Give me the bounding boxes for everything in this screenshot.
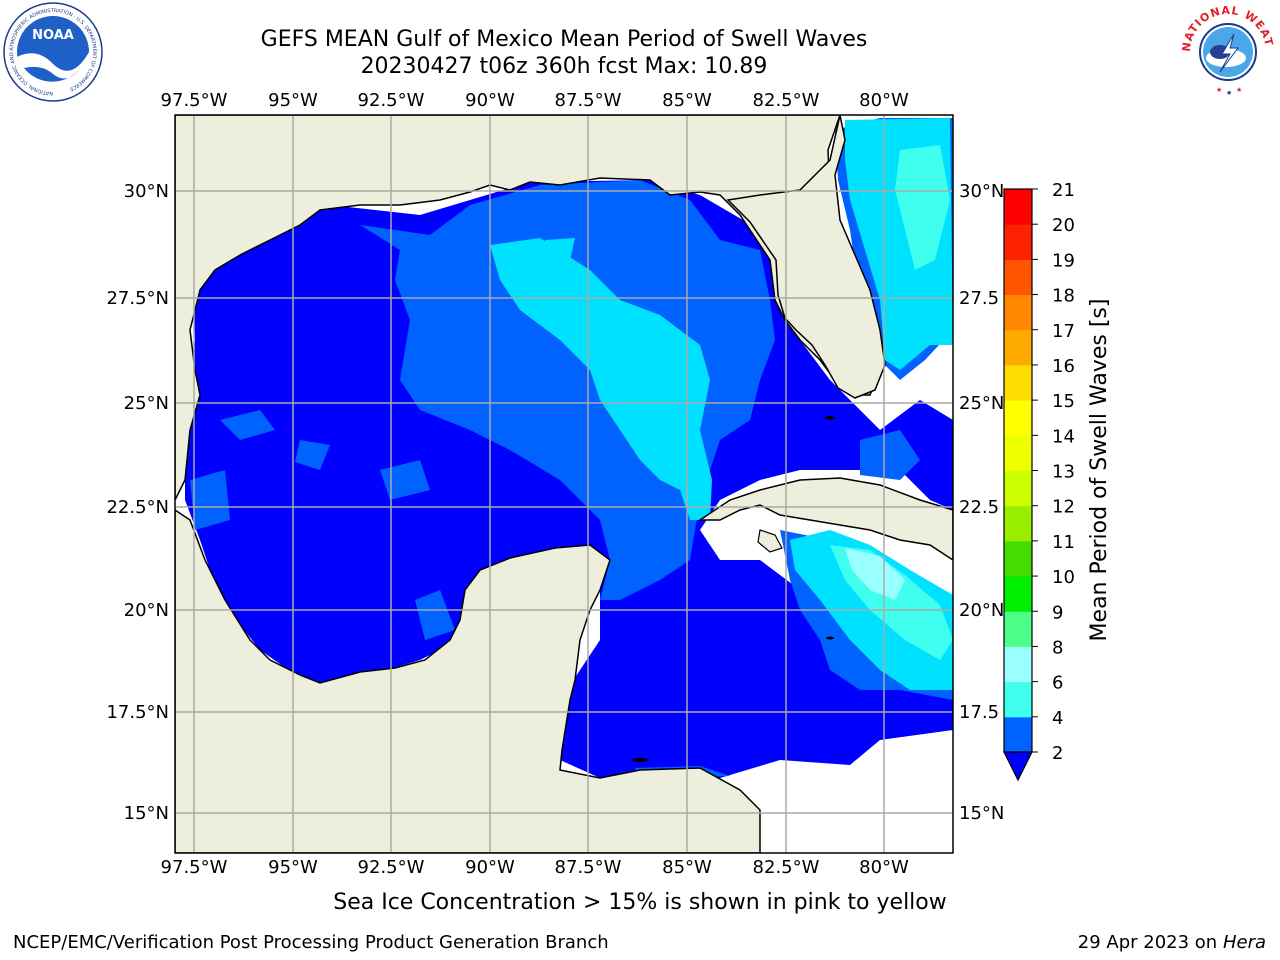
colorbar-tick-label: 4 xyxy=(1052,708,1063,729)
noaa-logo: NOAA NATIONAL OCEANIC AND ATMOSPHERIC AD… xyxy=(3,2,103,102)
lon-label-top: 97.5°W xyxy=(161,90,228,111)
footer-date: 29 Apr 2023 on Hera xyxy=(1078,932,1266,953)
lat-label-left: 17.5°N xyxy=(106,702,169,723)
footer-host: Hera xyxy=(1222,932,1266,953)
swell-field-4-6s xyxy=(490,238,712,520)
colorbar-tick-label: 15 xyxy=(1052,391,1075,412)
colorbar-tick-label: 6 xyxy=(1052,673,1063,694)
colorbar-tick-label: 8 xyxy=(1052,637,1063,658)
colorbar-tick-label: 18 xyxy=(1052,286,1075,307)
lon-labels-top: 97.5°W 95°W 92.5°W 90°W 87.5°W 85°W 82.5… xyxy=(161,90,909,111)
colorbar-tick-label: 17 xyxy=(1052,321,1075,342)
lon-label-top: 85°W xyxy=(662,90,712,111)
lon-label-top: 92.5°W xyxy=(358,90,425,111)
map-area xyxy=(175,115,953,853)
colorbar-segment xyxy=(1004,611,1032,647)
svg-text:★: ★ xyxy=(1226,89,1232,97)
lon-label-bottom: 95°W xyxy=(268,857,318,878)
lon-label-bottom: 87.5°W xyxy=(555,857,622,878)
lon-label-bottom: 80°W xyxy=(859,857,909,878)
lon-label-bottom: 92.5°W xyxy=(358,857,425,878)
colorbar-segment xyxy=(1004,294,1032,331)
colorbar-tick-label: 10 xyxy=(1052,567,1075,588)
colorbar-segment xyxy=(1004,189,1032,225)
colorbar-tick-label: 20 xyxy=(1052,215,1075,236)
map-frame xyxy=(174,114,954,854)
footer-date-text: 29 Apr 2023 on xyxy=(1077,932,1223,953)
swell-field-8-9s xyxy=(845,548,905,600)
colorbar-segment xyxy=(1004,681,1032,718)
lat-label-left: 15°N xyxy=(124,803,169,824)
lat-label-right: 25°N xyxy=(959,393,1004,414)
lat-label-right: 17.5 xyxy=(959,702,999,723)
lat-label-right: 22.5 xyxy=(959,497,999,518)
sea-ice-note: Sea Ice Concentration > 15% is shown in … xyxy=(333,890,947,915)
lat-labels-right: 30°N 27.5 25°N 22.5 20°N 17.5 15°N xyxy=(959,181,1004,824)
lat-labels-left: 30°N 27.5°N 25°N 22.5°N 20°N 17.5°N 15°N xyxy=(106,181,169,824)
lon-labels-bottom: 97.5°W 95°W 92.5°W 90°W 87.5°W 85°W 82.5… xyxy=(161,857,909,878)
nws-logo: NATIONAL WEATHER SERVICE ★ ★ ★ xyxy=(1176,0,1276,98)
footer-credit: NCEP/EMC/Verification Post Processing Pr… xyxy=(13,932,609,953)
lon-label-bottom: 90°W xyxy=(465,857,515,878)
colorbar: 2 4 6 8 9 10 11 12 13 14 15 16 17 18 19 20 21 xyxy=(1003,180,1075,782)
colorbar-segment xyxy=(1004,716,1032,753)
graticule xyxy=(175,115,953,853)
chart-subtitle: 20230427 t06z 360h fcst Max: 10.89 xyxy=(360,54,768,79)
colorbar-tick-label: 21 xyxy=(1052,180,1075,201)
lon-label-top: 80°W xyxy=(859,90,909,111)
colorbar-tick-label: 16 xyxy=(1052,356,1075,377)
lon-label-top: 87.5°W xyxy=(555,90,622,111)
colorbar-segment xyxy=(1004,364,1032,401)
lat-label-left: 20°N xyxy=(124,600,169,621)
lat-label-right: 30°N xyxy=(959,181,1004,202)
lat-label-right: 27.5 xyxy=(959,288,999,309)
colorbar-tick-label: 14 xyxy=(1052,426,1075,447)
colorbar-tick-label: 19 xyxy=(1052,250,1075,271)
lat-label-left: 22.5°N xyxy=(106,497,169,518)
lon-label-top: 95°W xyxy=(268,90,318,111)
lon-label-top: 90°W xyxy=(465,90,515,111)
lat-label-right: 15°N xyxy=(959,803,1004,824)
colorbar-segment xyxy=(1004,505,1032,542)
colorbar-label: Mean Period of Swell Waves [s] xyxy=(1087,299,1112,642)
swell-field-2-4s xyxy=(360,180,775,600)
lat-label-left: 27.5°N xyxy=(106,288,169,309)
colorbar-segment xyxy=(1004,470,1032,507)
colorbar-segment xyxy=(1004,646,1032,683)
colorbar-under-extension xyxy=(1003,751,1033,782)
colorbar-tick-label: 13 xyxy=(1052,462,1075,483)
lat-label-left: 25°N xyxy=(124,393,169,414)
colorbar-segment xyxy=(1004,329,1032,366)
chart-title: GEFS MEAN Gulf of Mexico Mean Period of … xyxy=(260,27,868,52)
lon-label-bottom: 82.5°W xyxy=(753,857,820,878)
colorbar-tick-label: 11 xyxy=(1052,532,1075,553)
noaa-logo-text: NOAA xyxy=(32,28,74,43)
lon-label-bottom: 85°W xyxy=(662,857,712,878)
colorbar-segment xyxy=(1004,224,1032,260)
colorbar-segment xyxy=(1004,400,1032,436)
colorbar-segment xyxy=(1004,435,1032,471)
svg-text:★: ★ xyxy=(1216,86,1222,94)
lon-label-bottom: 97.5°W xyxy=(161,857,228,878)
colorbar-segment xyxy=(1004,540,1032,577)
lon-label-top: 82.5°W xyxy=(753,90,820,111)
colorbar-segment xyxy=(1004,259,1032,296)
colorbar-segment xyxy=(1004,576,1032,612)
lat-label-left: 30°N xyxy=(124,181,169,202)
colorbar-tick-label: 12 xyxy=(1052,497,1075,518)
lat-label-right: 20°N xyxy=(959,600,1004,621)
svg-text:★: ★ xyxy=(1236,86,1242,94)
florida xyxy=(726,115,886,399)
colorbar-tick-label: 9 xyxy=(1052,602,1063,623)
colorbar-tick-label: 2 xyxy=(1052,743,1063,764)
